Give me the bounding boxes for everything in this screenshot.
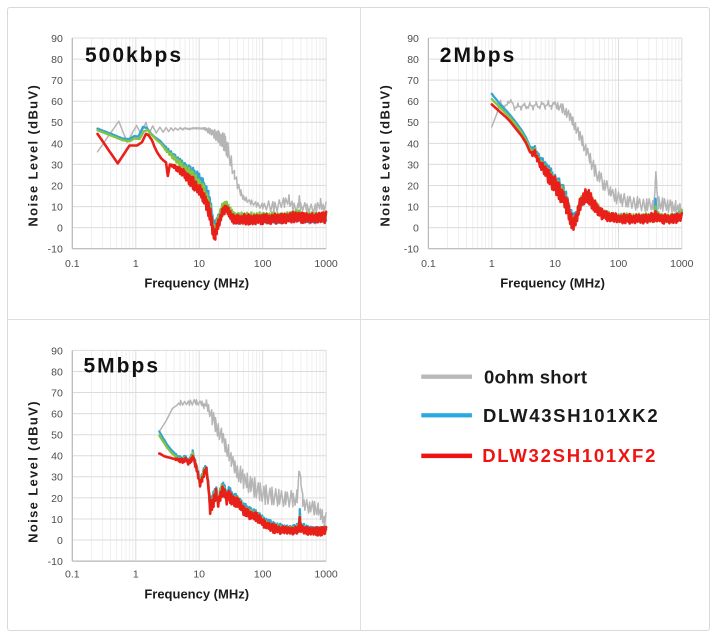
svg-text:Noise Level (dBuV): Noise Level (dBuV) xyxy=(26,400,41,543)
svg-text:1000: 1000 xyxy=(670,258,694,270)
svg-text:Frequency (MHz): Frequency (MHz) xyxy=(144,587,249,602)
svg-text:40: 40 xyxy=(407,138,419,150)
svg-text:40: 40 xyxy=(51,138,63,150)
svg-text:1: 1 xyxy=(133,569,139,581)
svg-text:30: 30 xyxy=(51,159,63,171)
svg-text:Noise Level (dBuV): Noise Level (dBuV) xyxy=(26,84,41,227)
svg-text:-10: -10 xyxy=(48,244,63,256)
svg-text:90: 90 xyxy=(51,345,63,357)
svg-text:10: 10 xyxy=(51,514,63,526)
svg-text:20: 20 xyxy=(51,180,63,192)
svg-text:60: 60 xyxy=(407,96,419,108)
svg-text:10: 10 xyxy=(549,258,561,270)
svg-text:0.1: 0.1 xyxy=(65,258,80,270)
svg-text:0.1: 0.1 xyxy=(65,569,80,581)
svg-text:10: 10 xyxy=(193,258,205,270)
svg-text:0: 0 xyxy=(413,223,419,235)
svg-text:10: 10 xyxy=(51,202,63,214)
svg-text:50: 50 xyxy=(51,430,63,442)
svg-text:Frequency (MHz): Frequency (MHz) xyxy=(500,275,605,290)
svg-text:50: 50 xyxy=(407,117,419,129)
svg-text:DLW32SH101XF2: DLW32SH101XF2 xyxy=(482,445,657,466)
svg-text:70: 70 xyxy=(51,387,63,399)
svg-text:20: 20 xyxy=(407,180,419,192)
svg-text:100: 100 xyxy=(254,258,272,270)
svg-text:60: 60 xyxy=(51,409,63,421)
svg-text:100: 100 xyxy=(610,258,628,270)
svg-text:30: 30 xyxy=(51,472,63,484)
svg-text:1000: 1000 xyxy=(314,258,338,270)
svg-text:10: 10 xyxy=(193,569,205,581)
svg-text:0: 0 xyxy=(57,535,63,547)
svg-text:-10: -10 xyxy=(48,556,63,568)
svg-text:80: 80 xyxy=(51,366,63,378)
svg-text:100: 100 xyxy=(254,569,272,581)
svg-text:90: 90 xyxy=(407,33,419,45)
svg-text:0: 0 xyxy=(57,223,63,235)
svg-text:50: 50 xyxy=(51,117,63,129)
svg-text:90: 90 xyxy=(51,33,63,45)
svg-text:5Mbps: 5Mbps xyxy=(84,355,161,378)
svg-text:80: 80 xyxy=(407,54,419,66)
svg-text:60: 60 xyxy=(51,96,63,108)
svg-text:80: 80 xyxy=(51,54,63,66)
svg-text:70: 70 xyxy=(407,75,419,87)
svg-text:70: 70 xyxy=(51,75,63,87)
svg-text:Frequency (MHz): Frequency (MHz) xyxy=(144,275,249,290)
svg-text:1: 1 xyxy=(133,258,139,270)
svg-text:0.1: 0.1 xyxy=(421,258,436,270)
svg-text:30: 30 xyxy=(407,159,419,171)
svg-text:-10: -10 xyxy=(404,244,419,256)
svg-text:500kbps: 500kbps xyxy=(85,44,183,67)
svg-text:2Mbps: 2Mbps xyxy=(440,44,517,67)
svg-text:10: 10 xyxy=(407,202,419,214)
svg-text:0ohm short: 0ohm short xyxy=(484,367,587,388)
svg-text:40: 40 xyxy=(51,451,63,463)
svg-text:1: 1 xyxy=(489,258,495,270)
svg-text:DLW43SH101XK2: DLW43SH101XK2 xyxy=(483,405,659,426)
svg-text:20: 20 xyxy=(51,493,63,505)
svg-text:Noise Level (dBuV): Noise Level (dBuV) xyxy=(378,84,393,227)
svg-text:1000: 1000 xyxy=(314,569,338,581)
